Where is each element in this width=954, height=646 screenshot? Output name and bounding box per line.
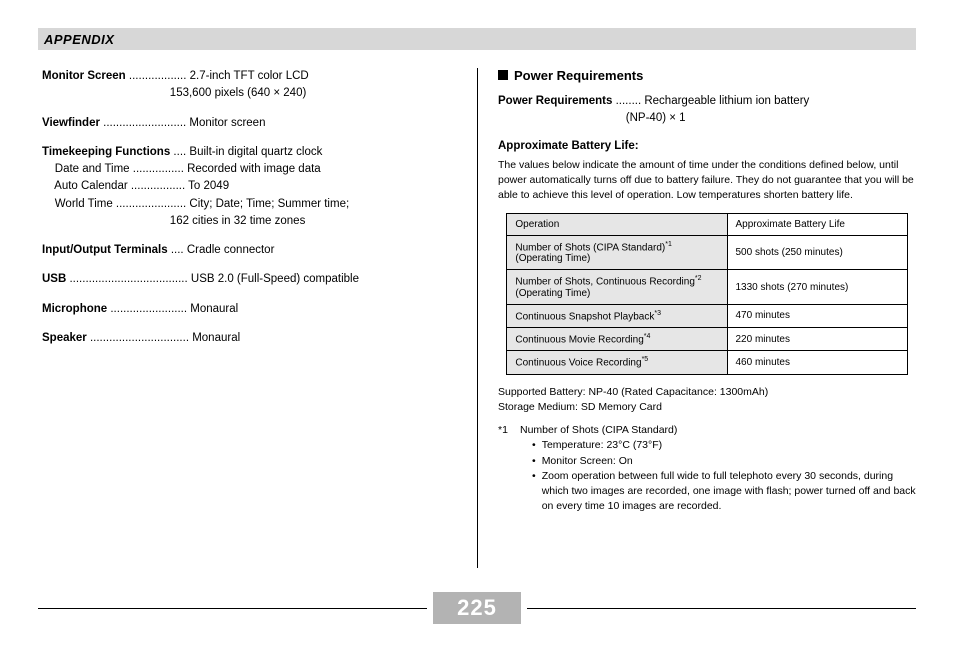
table-header-row: Operation Approximate Battery Life	[507, 214, 907, 236]
footnote-1-title: Number of Shots (CIPA Standard)	[520, 423, 916, 438]
footer-rule-left	[38, 608, 427, 609]
footnote-bullet: •Temperature: 23°C (73°F)	[532, 438, 916, 453]
supported-battery-line: Supported Battery: NP-40 (Rated Capacita…	[498, 385, 916, 400]
spec-monitor-screen: Monitor Screen .................. 2.7-in…	[42, 68, 457, 103]
footnote-bullet: •Monitor Screen: On	[532, 454, 916, 469]
table-row: Continuous Movie Recording*4 220 minutes	[507, 328, 907, 351]
table-cell-operation: Number of Shots (CIPA Standard)*1 (Opera…	[507, 236, 727, 270]
table-cell-life: 220 minutes	[727, 328, 907, 351]
footnote-1-num: *1	[498, 423, 520, 514]
table-cell-operation: Continuous Voice Recording*5	[507, 351, 727, 374]
spec-io-terminals: Input/Output Terminals .... Cradle conne…	[42, 242, 457, 259]
spec-speaker: Speaker ............................... …	[42, 330, 457, 347]
table-row: Continuous Snapshot Playback*3 470 minut…	[507, 304, 907, 327]
page-number: 225	[433, 592, 521, 624]
spec-usb: USB ....................................…	[42, 271, 457, 288]
footnote-1: *1 Number of Shots (CIPA Standard) •Temp…	[498, 423, 916, 514]
storage-medium-line: Storage Medium: SD Memory Card	[498, 400, 916, 415]
square-bullet-icon	[498, 70, 508, 80]
approx-battery-life-label: Approximate Battery Life:	[498, 140, 916, 152]
table-row: Number of Shots (CIPA Standard)*1 (Opera…	[507, 236, 907, 270]
content-columns: Monitor Screen .................. 2.7-in…	[38, 68, 916, 568]
approx-battery-life-para: The values below indicate the amount of …	[498, 158, 916, 204]
power-requirements-heading: Power Requirements	[498, 68, 916, 83]
spec-timekeeping: Timekeeping Functions .... Built-in digi…	[42, 144, 457, 230]
table-row: Continuous Voice Recording*5 460 minutes	[507, 351, 907, 374]
table-header-operation: Operation	[507, 214, 727, 236]
footnotes-block: Supported Battery: NP-40 (Rated Capacita…	[498, 385, 916, 515]
page-footer: 225	[38, 592, 916, 624]
footer-rule-right	[527, 608, 916, 609]
footnote-1-bullets: •Temperature: 23°C (73°F) •Monitor Scree…	[520, 438, 916, 514]
footnote-bullet: •Zoom operation between full wide to ful…	[532, 469, 916, 515]
table-cell-operation: Continuous Snapshot Playback*3	[507, 304, 727, 327]
spec-microphone: Microphone ........................ Mona…	[42, 301, 457, 318]
header-bar: APPENDIX	[38, 28, 916, 50]
left-column: Monitor Screen .................. 2.7-in…	[38, 68, 477, 568]
battery-life-table: Operation Approximate Battery Life Numbe…	[506, 213, 907, 375]
table-cell-life: 460 minutes	[727, 351, 907, 374]
power-requirements-title: Power Requirements	[514, 68, 643, 83]
table-cell-life: 470 minutes	[727, 304, 907, 327]
table-cell-life: 500 shots (250 minutes)	[727, 236, 907, 270]
footnote-1-body: Number of Shots (CIPA Standard) •Tempera…	[520, 423, 916, 514]
table-header-life: Approximate Battery Life	[727, 214, 907, 236]
table-cell-operation: Continuous Movie Recording*4	[507, 328, 727, 351]
table-cell-operation: Number of Shots, Continuous Recording*2 …	[507, 270, 727, 304]
header-title: APPENDIX	[44, 32, 114, 47]
table-row: Number of Shots, Continuous Recording*2 …	[507, 270, 907, 304]
right-column: Power Requirements Power Requirements ..…	[477, 68, 916, 568]
spec-viewfinder: Viewfinder .......................... Mo…	[42, 115, 457, 132]
spec-power-requirements: Power Requirements ........ Rechargeable…	[498, 93, 916, 128]
table-cell-life: 1330 shots (270 minutes)	[727, 270, 907, 304]
